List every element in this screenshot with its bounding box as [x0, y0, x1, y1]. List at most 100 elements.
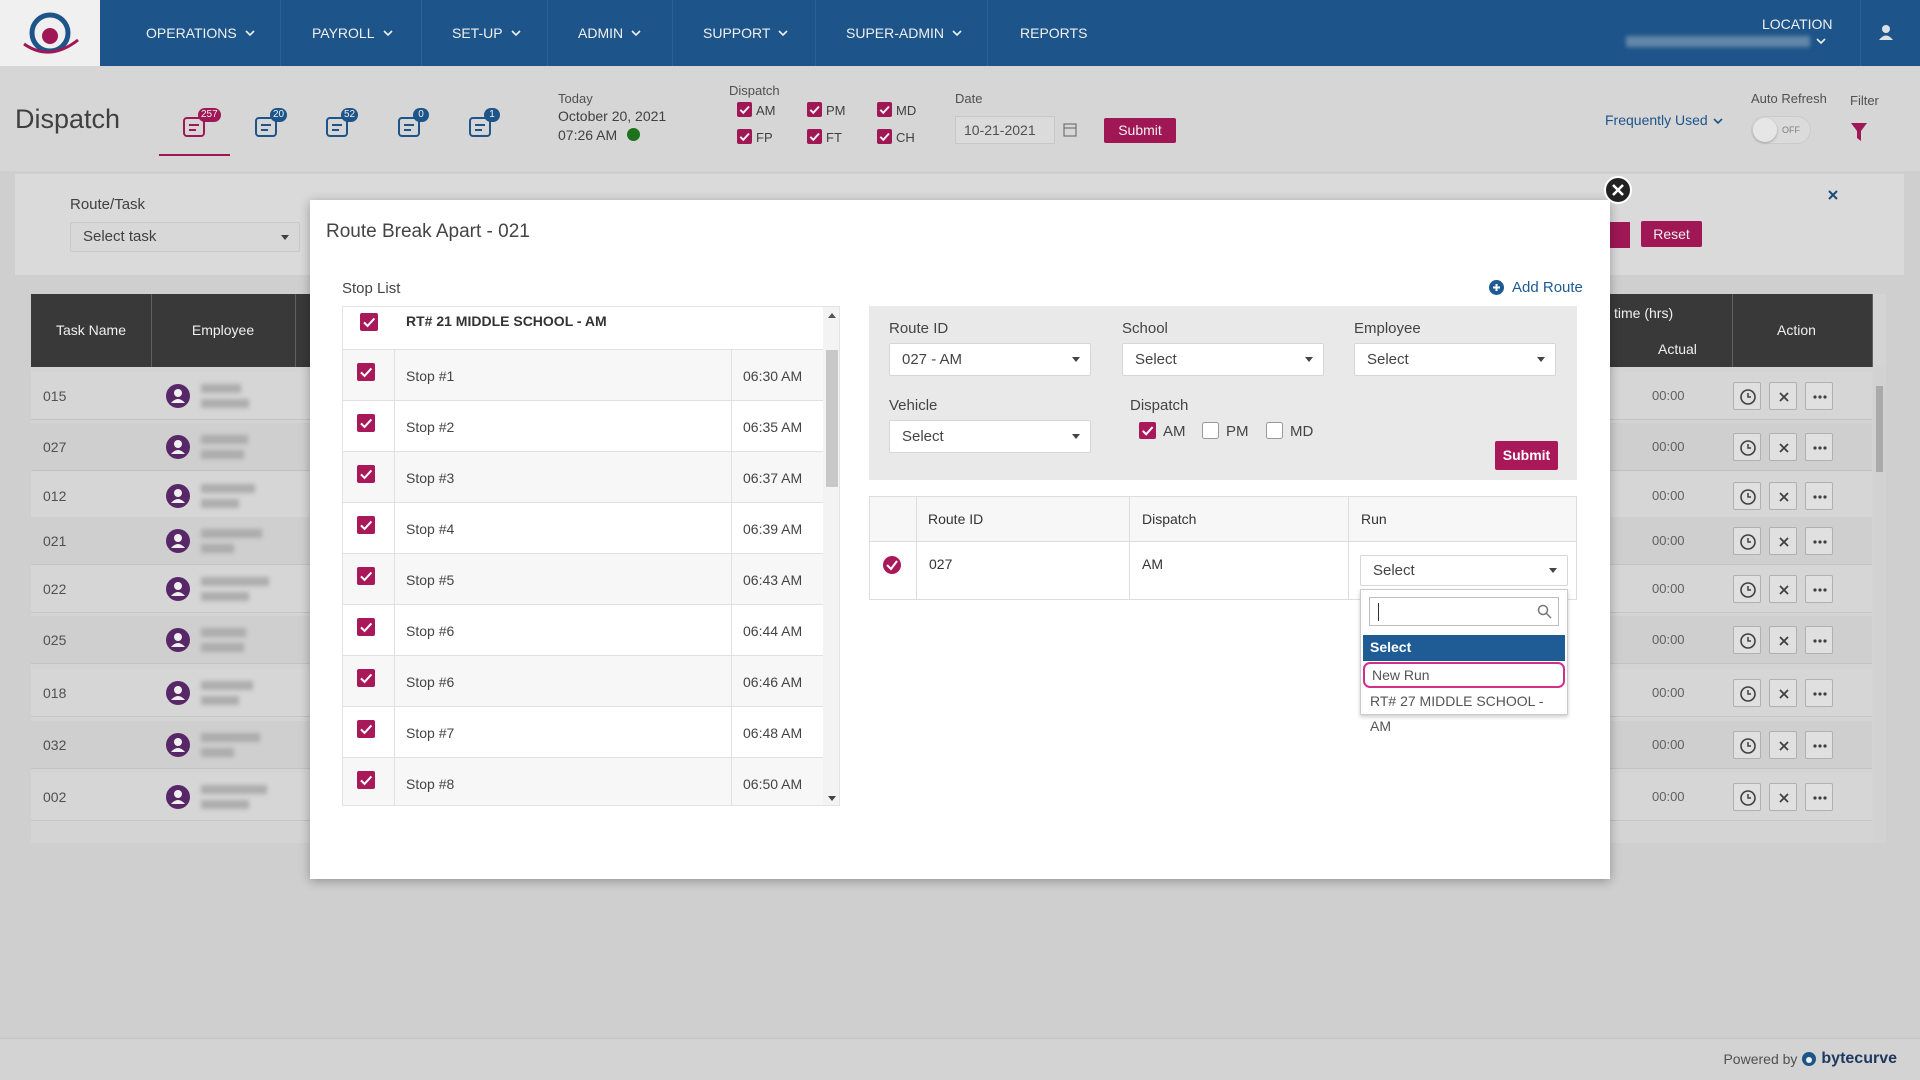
select[interactable]: Select	[889, 420, 1091, 453]
stop-row: Stop #3 06:37 AM	[343, 452, 823, 503]
location-label[interactable]: LOCATION	[1762, 16, 1833, 32]
action-button[interactable]	[1769, 382, 1797, 410]
employee-avatar-svg	[166, 577, 190, 601]
dropdown-option[interactable]: RT# 27 MIDDLE SCHOOL - AM	[1370, 693, 1544, 734]
action-button[interactable]	[1805, 527, 1833, 555]
action-button[interactable]	[1805, 575, 1833, 603]
checkbox[interactable]	[357, 567, 375, 585]
action-button[interactable]	[1805, 433, 1833, 461]
calendar-icon[interactable]	[1063, 122, 1077, 137]
dropdown-option[interactable]: Select	[1363, 635, 1565, 661]
header-divider	[1732, 294, 1733, 367]
filter-icon[interactable]	[1850, 122, 1868, 142]
action-button[interactable]	[1733, 482, 1761, 510]
filter-close[interactable]	[1828, 190, 1838, 200]
checkbox[interactable]	[1139, 422, 1156, 439]
submit-button[interactable]: Submit	[1104, 118, 1176, 143]
action-button[interactable]	[1733, 382, 1761, 410]
action-button[interactable]	[1733, 783, 1761, 811]
nav-item[interactable]: PAYROLL	[312, 0, 393, 66]
tab-icon[interactable]	[181, 112, 211, 140]
action-button[interactable]	[1733, 575, 1761, 603]
field-label: Dispatch	[1130, 397, 1189, 414]
nav-item[interactable]: ADMIN	[578, 0, 641, 66]
action-button[interactable]	[1805, 382, 1833, 410]
action-button[interactable]	[1733, 433, 1761, 461]
select[interactable]: Select	[1122, 343, 1324, 376]
nav-item[interactable]: REPORTS	[1020, 0, 1087, 66]
date-input[interactable]: 10-21-2021	[955, 116, 1055, 144]
location-chevron[interactable]	[1816, 38, 1826, 45]
footer: Powered by bytecurve	[0, 1038, 1920, 1080]
action-button[interactable]	[1769, 731, 1797, 759]
dropdown-option[interactable]: New Run	[1363, 662, 1565, 688]
select[interactable]: Select	[1360, 555, 1568, 586]
action-button[interactable]	[1805, 783, 1833, 811]
checkbox[interactable]	[737, 129, 752, 144]
action-button[interactable]	[1805, 626, 1833, 654]
tab-icon[interactable]	[324, 112, 354, 140]
nav-item[interactable]: SUPER-ADMIN	[846, 0, 962, 66]
dropdown-search[interactable]	[1369, 597, 1559, 626]
checkbox[interactable]	[877, 129, 892, 144]
checkbox[interactable]	[357, 771, 375, 789]
action-button[interactable]	[1805, 482, 1833, 510]
dispatch-option: AM	[756, 103, 776, 118]
action-button[interactable]	[1769, 626, 1797, 654]
select[interactable]: 027 - AM	[889, 343, 1091, 376]
tab-icon[interactable]	[396, 112, 426, 140]
checkbox[interactable]	[737, 102, 752, 117]
select[interactable]: Select	[1354, 343, 1556, 376]
checkbox[interactable]	[357, 720, 375, 738]
scroll-down[interactable]	[828, 796, 836, 801]
tab-icon[interactable]	[253, 112, 283, 140]
checkbox[interactable]	[360, 313, 378, 331]
user-icon-svg	[1879, 25, 1893, 40]
action-button[interactable]	[1769, 575, 1797, 603]
checkbox[interactable]	[357, 414, 375, 432]
form-submit[interactable]: Submit	[1495, 441, 1558, 470]
action-button[interactable]	[1769, 783, 1797, 811]
employee-avatar-svg	[166, 733, 190, 757]
action-button[interactable]	[1733, 626, 1761, 654]
frequently-used[interactable]: Frequently Used	[1605, 112, 1708, 128]
tab-icon-svg	[183, 117, 205, 137]
tab-icon[interactable]	[467, 112, 497, 140]
row-selected[interactable]	[882, 555, 902, 575]
checkbox[interactable]	[877, 102, 892, 117]
nav-item[interactable]: OPERATIONS	[146, 0, 255, 66]
action-button[interactable]	[1769, 433, 1797, 461]
auto-refresh-toggle[interactable]: OFF	[1751, 116, 1811, 144]
action-button[interactable]	[1805, 731, 1833, 759]
action-button[interactable]	[1769, 527, 1797, 555]
action-button[interactable]	[1733, 527, 1761, 555]
checkbox[interactable]	[357, 618, 375, 636]
checkbox-svg	[357, 465, 375, 483]
nav-item[interactable]: SET-UP	[452, 0, 521, 66]
checkbox[interactable]	[357, 465, 375, 483]
select[interactable]: Select task	[70, 222, 300, 252]
modal-close[interactable]	[1604, 176, 1632, 204]
employee-avatar	[166, 785, 190, 809]
stop-row: Stop #1 06:30 AM	[343, 350, 823, 401]
stop-time: 06:50 AM	[743, 776, 803, 792]
user-icon[interactable]	[1878, 24, 1894, 40]
dispatch-option: MD	[1290, 423, 1314, 440]
add-route[interactable]: Add Route	[1489, 279, 1583, 296]
checkbox[interactable]	[807, 129, 822, 144]
nav-item[interactable]: SUPPORT	[703, 0, 789, 66]
checkbox[interactable]	[357, 516, 375, 534]
checkbox-svg	[1202, 422, 1219, 439]
checkbox[interactable]	[357, 669, 375, 687]
checkbox[interactable]	[807, 102, 822, 117]
action-button[interactable]	[1769, 482, 1797, 510]
checkbox[interactable]	[1202, 422, 1219, 439]
checkbox[interactable]	[1266, 422, 1283, 439]
checkbox[interactable]	[357, 363, 375, 381]
action-button[interactable]	[1733, 731, 1761, 759]
action-button[interactable]	[1733, 679, 1761, 707]
action-button[interactable]	[1805, 679, 1833, 707]
action-button[interactable]	[1769, 679, 1797, 707]
reset-button[interactable]: Reset	[1641, 221, 1702, 247]
scroll-up[interactable]	[828, 313, 836, 318]
